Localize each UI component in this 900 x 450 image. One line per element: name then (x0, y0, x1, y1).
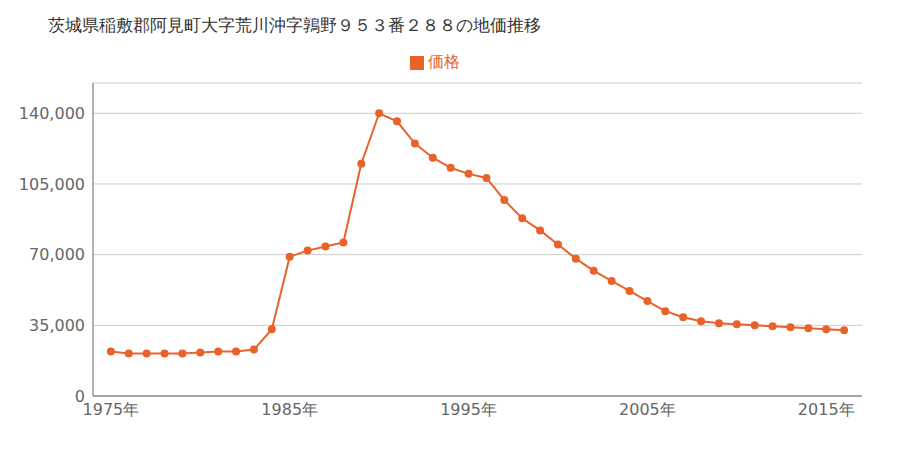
svg-text:0: 0 (75, 387, 85, 406)
svg-text:2015年: 2015年 (798, 400, 855, 419)
svg-text:2005年: 2005年 (619, 400, 676, 419)
svg-text:1995年: 1995年 (440, 400, 497, 419)
html-text:茨城県稲敷郡阿見町大字荒川沖字鶉野９５３番２８８の地価推移: 茨城県稲敷郡阿見町大字荒川沖字鶉野９５３番２８８の地価推移 (48, 15, 541, 35)
svg-text:35,000: 35,000 (29, 316, 85, 335)
svg-text:1985年: 1985年 (261, 400, 318, 419)
svg-text:1975年: 1975年 (83, 400, 140, 419)
svg-text:140,000: 140,000 (19, 104, 85, 123)
svg-text:105,000: 105,000 (19, 175, 85, 194)
svg-text:70,000: 70,000 (29, 245, 85, 264)
html-text:価格: 価格 (428, 52, 460, 71)
